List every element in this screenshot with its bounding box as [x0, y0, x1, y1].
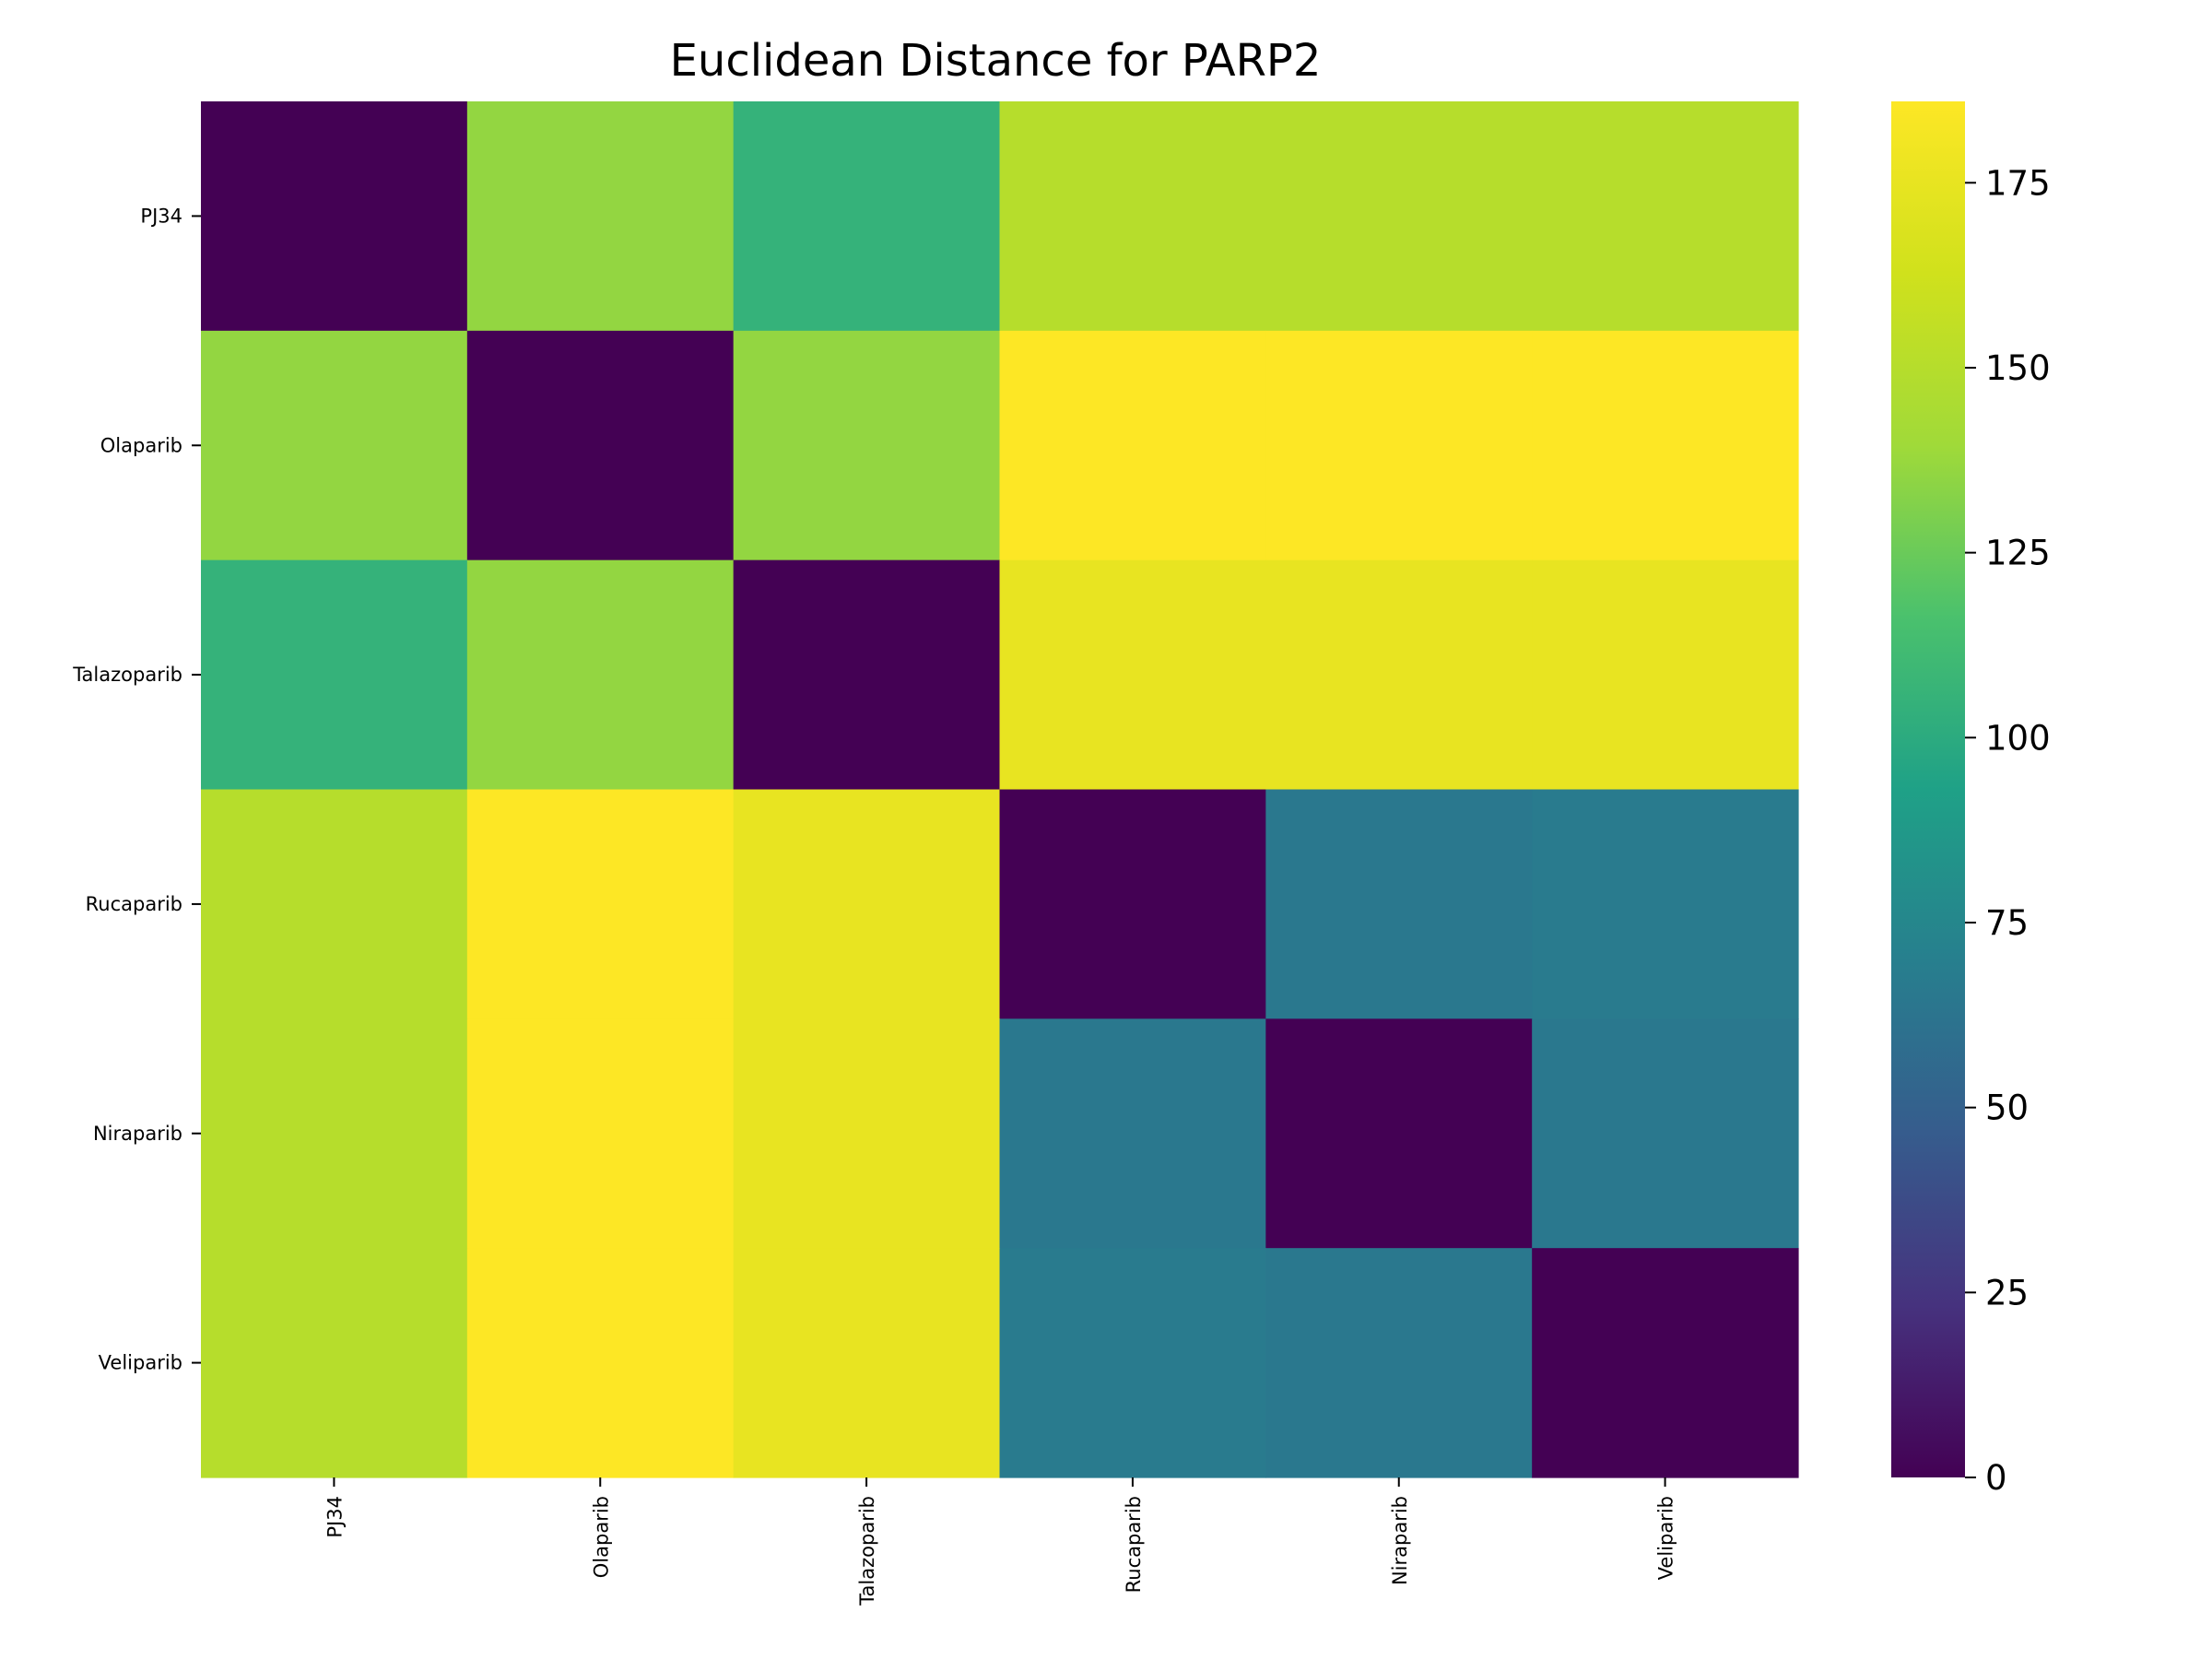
heatmap-cell — [999, 1018, 1266, 1249]
y-tick-label: Niraparib — [93, 1123, 182, 1145]
heatmap-cell — [466, 1018, 735, 1249]
colorbar-gradient — [1891, 101, 1965, 1477]
heatmap-cell — [466, 559, 735, 791]
colorbar-tick-label: 0 — [1985, 1458, 2007, 1498]
heatmap-cell — [733, 789, 1001, 1019]
heatmap-cell — [1532, 1018, 1799, 1249]
heatmap-cell — [999, 1248, 1266, 1478]
colorbar-tick-label: 25 — [1985, 1273, 2029, 1312]
heatmap-cell — [1265, 330, 1533, 561]
heatmap-cell — [466, 789, 735, 1019]
heatmap-cell — [1265, 789, 1533, 1019]
heatmap-cell — [1532, 330, 1799, 561]
heatmap-cell — [1532, 559, 1799, 791]
heatmap-cell — [999, 330, 1266, 561]
x-tick-label: Rucaparib — [1123, 1496, 1145, 1593]
heatmap-cell — [1265, 559, 1533, 791]
heatmap-cell — [733, 1248, 1001, 1478]
heatmap-cell — [201, 559, 468, 791]
colorbar-tick-label: 100 — [1985, 718, 2051, 758]
heatmap-cell — [201, 789, 468, 1019]
y-tick-label: Veliparib — [99, 1352, 182, 1374]
heatmap-cells — [201, 101, 1799, 1478]
heatmap-cell — [733, 559, 1001, 791]
heatmap-cell — [1532, 1248, 1799, 1478]
heatmap-cell — [201, 1248, 468, 1478]
heatmap-cell — [733, 1018, 1001, 1249]
heatmap-cell — [1265, 1248, 1533, 1478]
x-tick-label: Veliparib — [1655, 1496, 1677, 1580]
colorbar-tick-label: 75 — [1985, 903, 2029, 943]
y-tick-label: Olaparib — [100, 434, 182, 456]
heatmap-cell — [999, 101, 1266, 332]
colorbar-tick-label: 50 — [1985, 1088, 2029, 1128]
colorbar-tick-label: 125 — [1985, 534, 2051, 573]
colorbar-tick-label: 150 — [1985, 348, 2051, 388]
heatmap-cell — [201, 1018, 468, 1249]
heatmap-cell — [1265, 101, 1533, 332]
x-tick-label: Niraparib — [1389, 1496, 1411, 1585]
heatmap-cell — [733, 330, 1001, 561]
heatmap-cell — [201, 330, 468, 561]
heatmap-cell — [1532, 789, 1799, 1019]
heatmap-cell — [466, 330, 735, 561]
x-tick-label: Talazoparib — [856, 1496, 878, 1606]
heatmap-cell — [466, 1248, 735, 1478]
heatmap-cell — [733, 101, 1001, 332]
colorbar-tick-label: 175 — [1985, 163, 2051, 203]
heatmap-cell — [201, 101, 468, 332]
y-tick-label: Talazoparib — [72, 664, 182, 686]
x-tick-label: PJ34 — [324, 1496, 346, 1538]
chart-title: Euclidean Distance for PARP2 — [670, 35, 1322, 87]
heatmap-cell — [1532, 101, 1799, 332]
y-axis: PJ34 Olaparib Talazoparib Rucaparib Nirapari… — [72, 205, 201, 1374]
heatmap-cell — [999, 789, 1266, 1019]
heatmap-cell — [466, 101, 735, 332]
y-tick-label: PJ34 — [140, 205, 182, 227]
heatmap-cell — [999, 559, 1266, 791]
x-tick-label: Olaparib — [590, 1496, 612, 1578]
colorbar: 0 25 50 75 100 125 150 175 — [1891, 101, 2051, 1498]
heatmap-cell — [1265, 1018, 1533, 1249]
x-axis: PJ34 Olaparib Talazoparib Rucaparib Nirapari… — [324, 1477, 1677, 1606]
y-tick-label: Rucaparib — [86, 893, 182, 915]
